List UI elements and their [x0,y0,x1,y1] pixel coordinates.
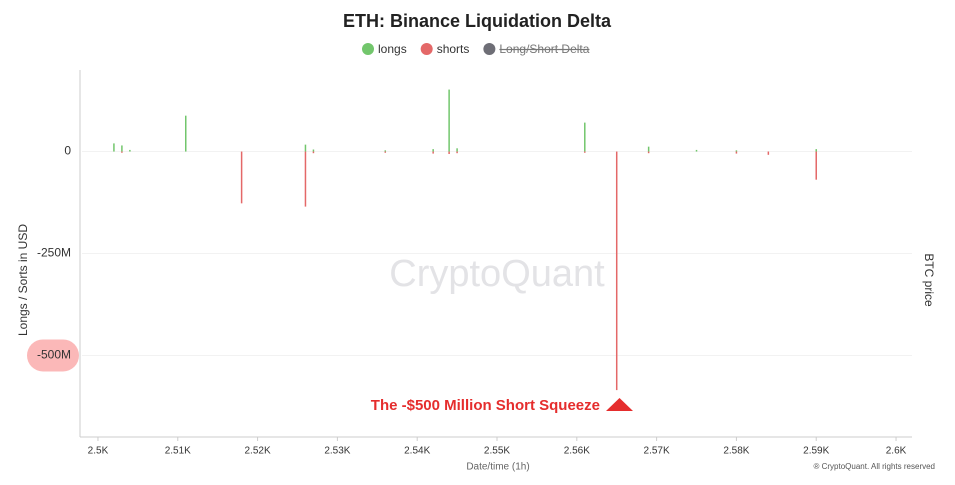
x-tick-label: 2.51K [165,446,191,457]
y-tick-label: -500M [37,348,71,362]
y-tick-label: -250M [37,246,71,260]
chart-title: ETH: Binance Liquidation Delta [343,11,612,31]
x-tick-label: 2.57K [644,446,670,457]
bar [384,151,387,153]
bar [384,150,387,152]
bar [647,146,650,152]
legend-swatch [362,43,374,55]
y-tick-label: 0 [64,144,71,158]
x-tick-label: 2.6K [886,446,907,457]
y-axis-title: Longs / Sorts in USD [16,224,30,336]
legend-label[interactable]: Long/Short Delta [499,42,589,56]
watermark: CryptoQuant [389,253,605,295]
bar [584,122,586,152]
x-tick-label: 2.58K [723,446,749,457]
x-tick-label: 2.53K [324,446,350,457]
x-tick-label: 2.56K [564,446,590,457]
bar [456,151,458,154]
annotation: The -$500 Million Short Squeeze [371,397,600,414]
bar [432,149,434,152]
bar [304,151,307,207]
legend-label[interactable]: shorts [437,42,470,56]
bar [647,151,650,154]
bar [113,143,115,152]
bar [767,151,770,155]
x-axis-title: Date/time (1h) [466,462,529,473]
bar [815,149,817,152]
bar [735,151,738,154]
bar [121,145,123,152]
bar [304,144,307,152]
x-tick-label: 2.55K [484,446,510,457]
x-tick-label: 2.5K [88,446,109,457]
bar [584,151,586,153]
tick-highlight [27,339,79,372]
x-tick-label: 2.59K [803,446,829,457]
bar [615,151,618,391]
legend-label[interactable]: longs [378,42,407,56]
bar [735,150,738,152]
annotation-arrow [606,398,633,411]
bar [312,149,315,152]
bar [129,149,131,152]
bar [448,89,450,152]
bar [240,151,243,204]
legend-swatch [483,43,496,55]
bar [815,151,817,180]
bar [312,151,315,154]
y2-axis-title: BTC price [922,253,936,307]
bar [121,151,123,153]
legend-swatch [420,43,433,55]
bar [456,148,458,152]
bar [695,149,698,152]
bar [185,115,187,152]
x-tick-label: 2.54K [404,446,430,457]
bar [448,151,450,155]
x-tick-label: 2.52K [245,446,271,457]
bar [432,151,434,154]
credit: ® CryptoQuant. All rights reserved [814,462,936,471]
